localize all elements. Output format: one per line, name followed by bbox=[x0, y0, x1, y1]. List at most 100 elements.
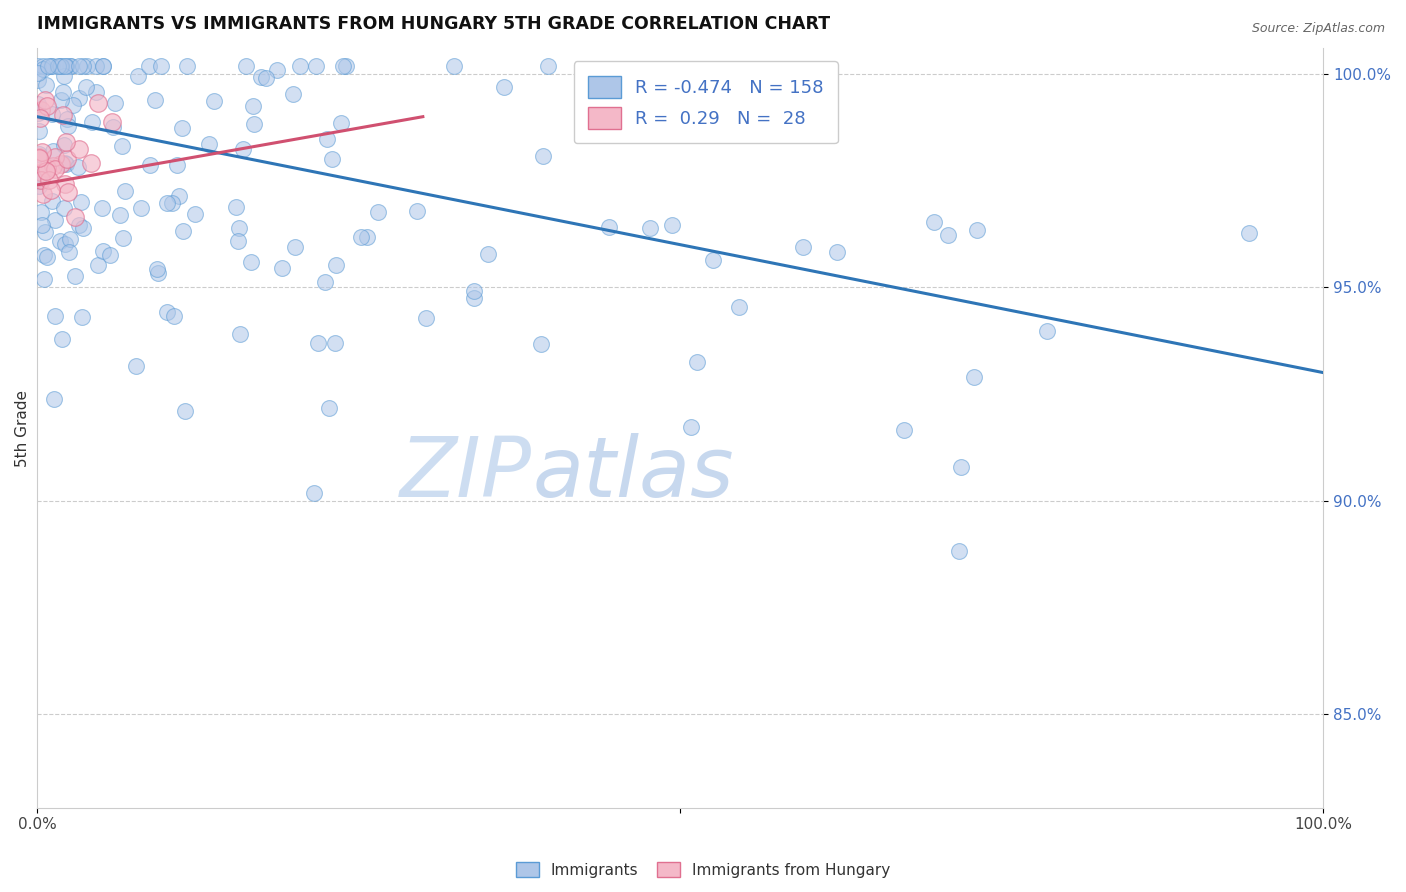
Point bbox=[924, 215, 946, 229]
Point bbox=[250, 70, 273, 84]
Point bbox=[55, 157, 77, 171]
Point bbox=[67, 91, 90, 105]
Point bbox=[725, 68, 748, 82]
Point bbox=[86, 58, 108, 72]
Point bbox=[112, 231, 135, 245]
Point bbox=[35, 78, 58, 92]
Point bbox=[91, 244, 114, 258]
Point bbox=[49, 58, 72, 72]
Point bbox=[91, 58, 114, 72]
Point bbox=[1239, 227, 1261, 241]
Point bbox=[288, 58, 311, 72]
Point bbox=[27, 106, 49, 120]
Point bbox=[356, 229, 378, 244]
Point bbox=[72, 221, 94, 235]
Point bbox=[56, 152, 79, 166]
Point bbox=[52, 108, 75, 122]
Point bbox=[686, 355, 709, 369]
Point bbox=[183, 207, 205, 221]
Point bbox=[27, 96, 49, 111]
Point bbox=[530, 337, 553, 351]
Point bbox=[41, 58, 63, 72]
Legend: Immigrants, Immigrants from Hungary: Immigrants, Immigrants from Hungary bbox=[509, 855, 897, 884]
Point bbox=[27, 66, 49, 80]
Point bbox=[37, 58, 59, 72]
Point bbox=[44, 213, 66, 227]
Point bbox=[325, 258, 347, 272]
Point bbox=[46, 58, 69, 72]
Point bbox=[30, 103, 52, 118]
Point bbox=[56, 112, 79, 127]
Point bbox=[318, 401, 340, 415]
Point bbox=[32, 186, 55, 201]
Point bbox=[1036, 324, 1059, 338]
Point bbox=[235, 58, 257, 72]
Point bbox=[44, 149, 66, 163]
Point bbox=[44, 161, 66, 176]
Point bbox=[350, 230, 373, 244]
Point bbox=[232, 142, 254, 156]
Point bbox=[536, 58, 558, 72]
Point bbox=[367, 205, 389, 219]
Point bbox=[41, 183, 63, 197]
Point bbox=[39, 58, 62, 72]
Point bbox=[52, 138, 75, 153]
Point bbox=[51, 332, 73, 346]
Point bbox=[825, 244, 848, 259]
Point bbox=[28, 151, 51, 165]
Point bbox=[67, 219, 90, 233]
Point bbox=[531, 149, 554, 163]
Point bbox=[330, 116, 353, 130]
Point bbox=[146, 266, 169, 280]
Point bbox=[146, 261, 169, 276]
Point bbox=[59, 58, 82, 72]
Point bbox=[98, 248, 121, 262]
Point bbox=[62, 98, 84, 112]
Y-axis label: 5th Grade: 5th Grade bbox=[15, 390, 30, 467]
Point bbox=[679, 420, 702, 434]
Point bbox=[728, 300, 751, 314]
Point bbox=[80, 115, 103, 129]
Point bbox=[104, 96, 127, 111]
Point bbox=[167, 189, 190, 203]
Point bbox=[59, 232, 82, 246]
Text: IMMIGRANTS VS IMMIGRANTS FROM HUNGARY 5TH GRADE CORRELATION CHART: IMMIGRANTS VS IMMIGRANTS FROM HUNGARY 5T… bbox=[37, 15, 830, 33]
Point bbox=[129, 201, 152, 215]
Point bbox=[28, 150, 51, 164]
Point bbox=[44, 310, 66, 324]
Point bbox=[56, 185, 79, 199]
Point bbox=[34, 225, 56, 239]
Point bbox=[55, 58, 77, 72]
Point bbox=[242, 99, 264, 113]
Point bbox=[31, 145, 53, 159]
Point bbox=[314, 275, 336, 289]
Text: ZIP: ZIP bbox=[401, 434, 533, 514]
Point bbox=[127, 70, 149, 84]
Point bbox=[67, 142, 90, 156]
Point bbox=[494, 79, 516, 94]
Point bbox=[316, 132, 339, 146]
Point bbox=[321, 153, 343, 167]
Point bbox=[176, 58, 198, 72]
Point bbox=[34, 93, 56, 107]
Point bbox=[41, 159, 63, 173]
Point bbox=[335, 58, 357, 72]
Point bbox=[55, 135, 77, 149]
Point bbox=[110, 208, 132, 222]
Point bbox=[598, 219, 620, 234]
Point bbox=[31, 62, 53, 76]
Point bbox=[42, 144, 65, 158]
Point bbox=[163, 309, 186, 323]
Point bbox=[67, 58, 90, 72]
Point bbox=[31, 218, 53, 232]
Point bbox=[948, 543, 970, 558]
Point bbox=[60, 58, 83, 72]
Point bbox=[415, 311, 437, 326]
Point bbox=[172, 224, 194, 238]
Point bbox=[91, 201, 114, 215]
Point bbox=[266, 62, 288, 77]
Point bbox=[463, 291, 485, 305]
Point bbox=[27, 174, 49, 188]
Point bbox=[75, 80, 97, 95]
Point bbox=[38, 173, 60, 187]
